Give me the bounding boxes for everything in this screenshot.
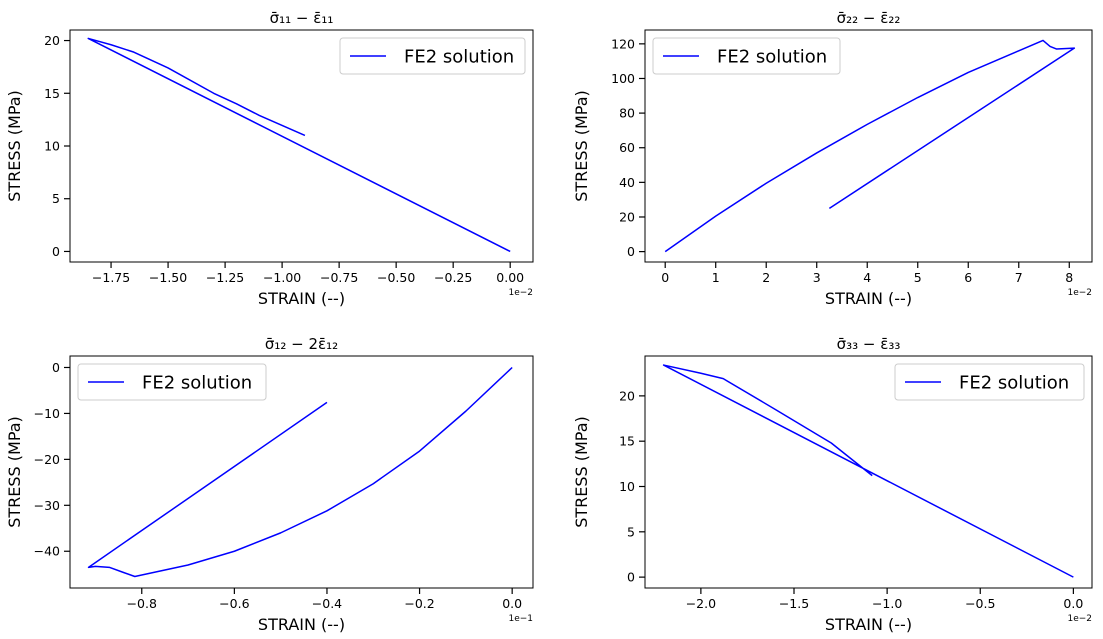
y-tick-label: 120 [611, 36, 635, 51]
x-tick-label: 1 [712, 270, 720, 285]
x-tick-label: 5 [914, 270, 922, 285]
x-tick-label: 7 [1015, 270, 1023, 285]
y-tick-label: 100 [611, 71, 635, 86]
y-tick-label: 10 [44, 139, 60, 154]
x-offset-text: 1e−2 [1067, 614, 1092, 624]
x-tick-label: 0 [661, 270, 669, 285]
y-tick-label: 80 [619, 106, 635, 121]
x-tick-label: −0.8 [127, 596, 157, 611]
x-tick-label: −0.75 [320, 270, 358, 285]
subplot-2: σ̄₂₂ − ε̄₂₂0 1 2 3 4 5 6 7 80204060801001201e−2S… [572, 9, 1093, 308]
x-tick-label: −0.2 [404, 596, 434, 611]
x-tick-label: −0.4 [312, 596, 342, 611]
x-tick-label: −1.75 [92, 270, 130, 285]
y-tick-label: 40 [619, 175, 635, 190]
axes-frame [69, 355, 534, 589]
x-offset-text: 1e−2 [1067, 288, 1092, 298]
y-tick-label: 10 [619, 479, 635, 494]
x-tick-label: 8 [1065, 270, 1073, 285]
subplot-4: σ̄₃₃ − ε̄₃₃ −2.0 −1.5 −1.0 −0.5 0.0 0 5 10 15 20 1e… [572, 335, 1093, 634]
legend-label: FE2 solution [404, 47, 514, 68]
x-tick-label: −1.0 [872, 596, 902, 611]
x-tick-label: −1.00 [263, 270, 301, 285]
legend: FE2 solution [652, 37, 841, 75]
y-axis-label: STRESS (MPa) [572, 416, 591, 528]
x-offset-text: 1e−2 [508, 288, 533, 298]
series-line-1 [664, 39, 1076, 253]
y-tick-label: 15 [44, 86, 60, 101]
axes-frame [644, 29, 1093, 263]
legend-label: FE2 solution [959, 373, 1069, 394]
legend: FE2 solution [339, 37, 526, 75]
x-tick-label: −1.25 [206, 270, 244, 285]
x-tick-label: −2.0 [686, 596, 716, 611]
x-offset-text: 1e−1 [508, 614, 533, 624]
series-line-1 [662, 364, 1074, 578]
x-tick-label: 0.0 [1063, 596, 1083, 611]
x-tick-label: −1.5 [779, 596, 809, 611]
y-tick-label: 0 [627, 244, 635, 259]
y-tick-label: 20 [619, 388, 635, 403]
legend-box [894, 363, 1085, 401]
legend-box [339, 37, 526, 75]
y-tick-label: −30 [34, 498, 60, 513]
x-axis-label: STRAIN (--) [258, 615, 345, 634]
subplot-3: σ̄₁₂ − 2ε̄₁₂ −0.8 −0.6 −0.4 −0.2 0.0 0 −10 −20 −3… [5, 335, 534, 634]
y-tick-label: 60 [619, 140, 635, 155]
x-tick-label: −0.6 [219, 596, 249, 611]
y-tick-label: −10 [34, 406, 60, 421]
legend: FE2 solution [77, 363, 267, 401]
axes-frame [644, 355, 1093, 589]
y-tick-label: 0 [627, 570, 635, 585]
y-axis-label: STRESS (MPa) [5, 416, 24, 528]
series-line-1 [87, 366, 513, 578]
y-tick-label: 5 [627, 524, 635, 539]
x-tick-label: 2 [762, 270, 770, 285]
y-tick-label: 0 [52, 244, 60, 259]
y-axis-label: STRESS (MPa) [5, 90, 24, 202]
legend: FE2 solution [894, 363, 1085, 401]
x-tick-label: 4 [863, 270, 871, 285]
y-tick-label: 20 [44, 33, 60, 48]
x-axis-label: STRAIN (--) [258, 289, 345, 308]
x-tick-label: −1.50 [149, 270, 187, 285]
y-axis-label: STRESS (MPa) [572, 90, 591, 202]
series-line-1 [87, 37, 511, 253]
x-tick-label: −0.5 [965, 596, 995, 611]
chart-title: σ̄₂₂ − ε̄₂₂ [837, 9, 901, 27]
y-tick-label: 20 [619, 209, 635, 224]
chart-title: σ̄₁₁ − ε̄₁₁ [270, 9, 334, 27]
y-tick-label: 5 [52, 191, 60, 206]
x-tick-label: 6 [964, 270, 972, 285]
x-tick-label: −0.25 [434, 270, 472, 285]
chart-title: σ̄₁₂ − 2ε̄₁₂ [265, 335, 338, 353]
x-tick-label: 0.00 [496, 270, 524, 285]
y-tick-label: −20 [34, 452, 60, 467]
x-tick-label: −0.50 [377, 270, 415, 285]
x-tick-label: 3 [813, 270, 821, 285]
legend-box [652, 37, 841, 75]
chart-title: σ̄₃₃ − ε̄₃₃ [837, 335, 901, 353]
x-tick-label: 0.0 [502, 596, 522, 611]
x-axis-label: STRAIN (--) [825, 615, 912, 634]
subplot-1: σ̄₁₁ − ε̄₁₁ −1.75 −1.50 −1.25 −1.00 −0.75 −0.5… [5, 9, 534, 308]
legend-label: FE2 solution [142, 373, 252, 394]
legend-label: FE2 solution [717, 47, 827, 68]
legend-box [77, 363, 267, 401]
y-tick-label: 15 [619, 434, 635, 449]
y-tick-label: 0 [52, 360, 60, 375]
x-axis-label: STRAIN (--) [825, 289, 912, 308]
y-tick-label: −40 [34, 544, 60, 559]
